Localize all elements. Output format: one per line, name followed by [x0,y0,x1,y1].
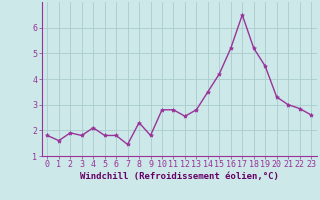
X-axis label: Windchill (Refroidissement éolien,°C): Windchill (Refroidissement éolien,°C) [80,172,279,181]
